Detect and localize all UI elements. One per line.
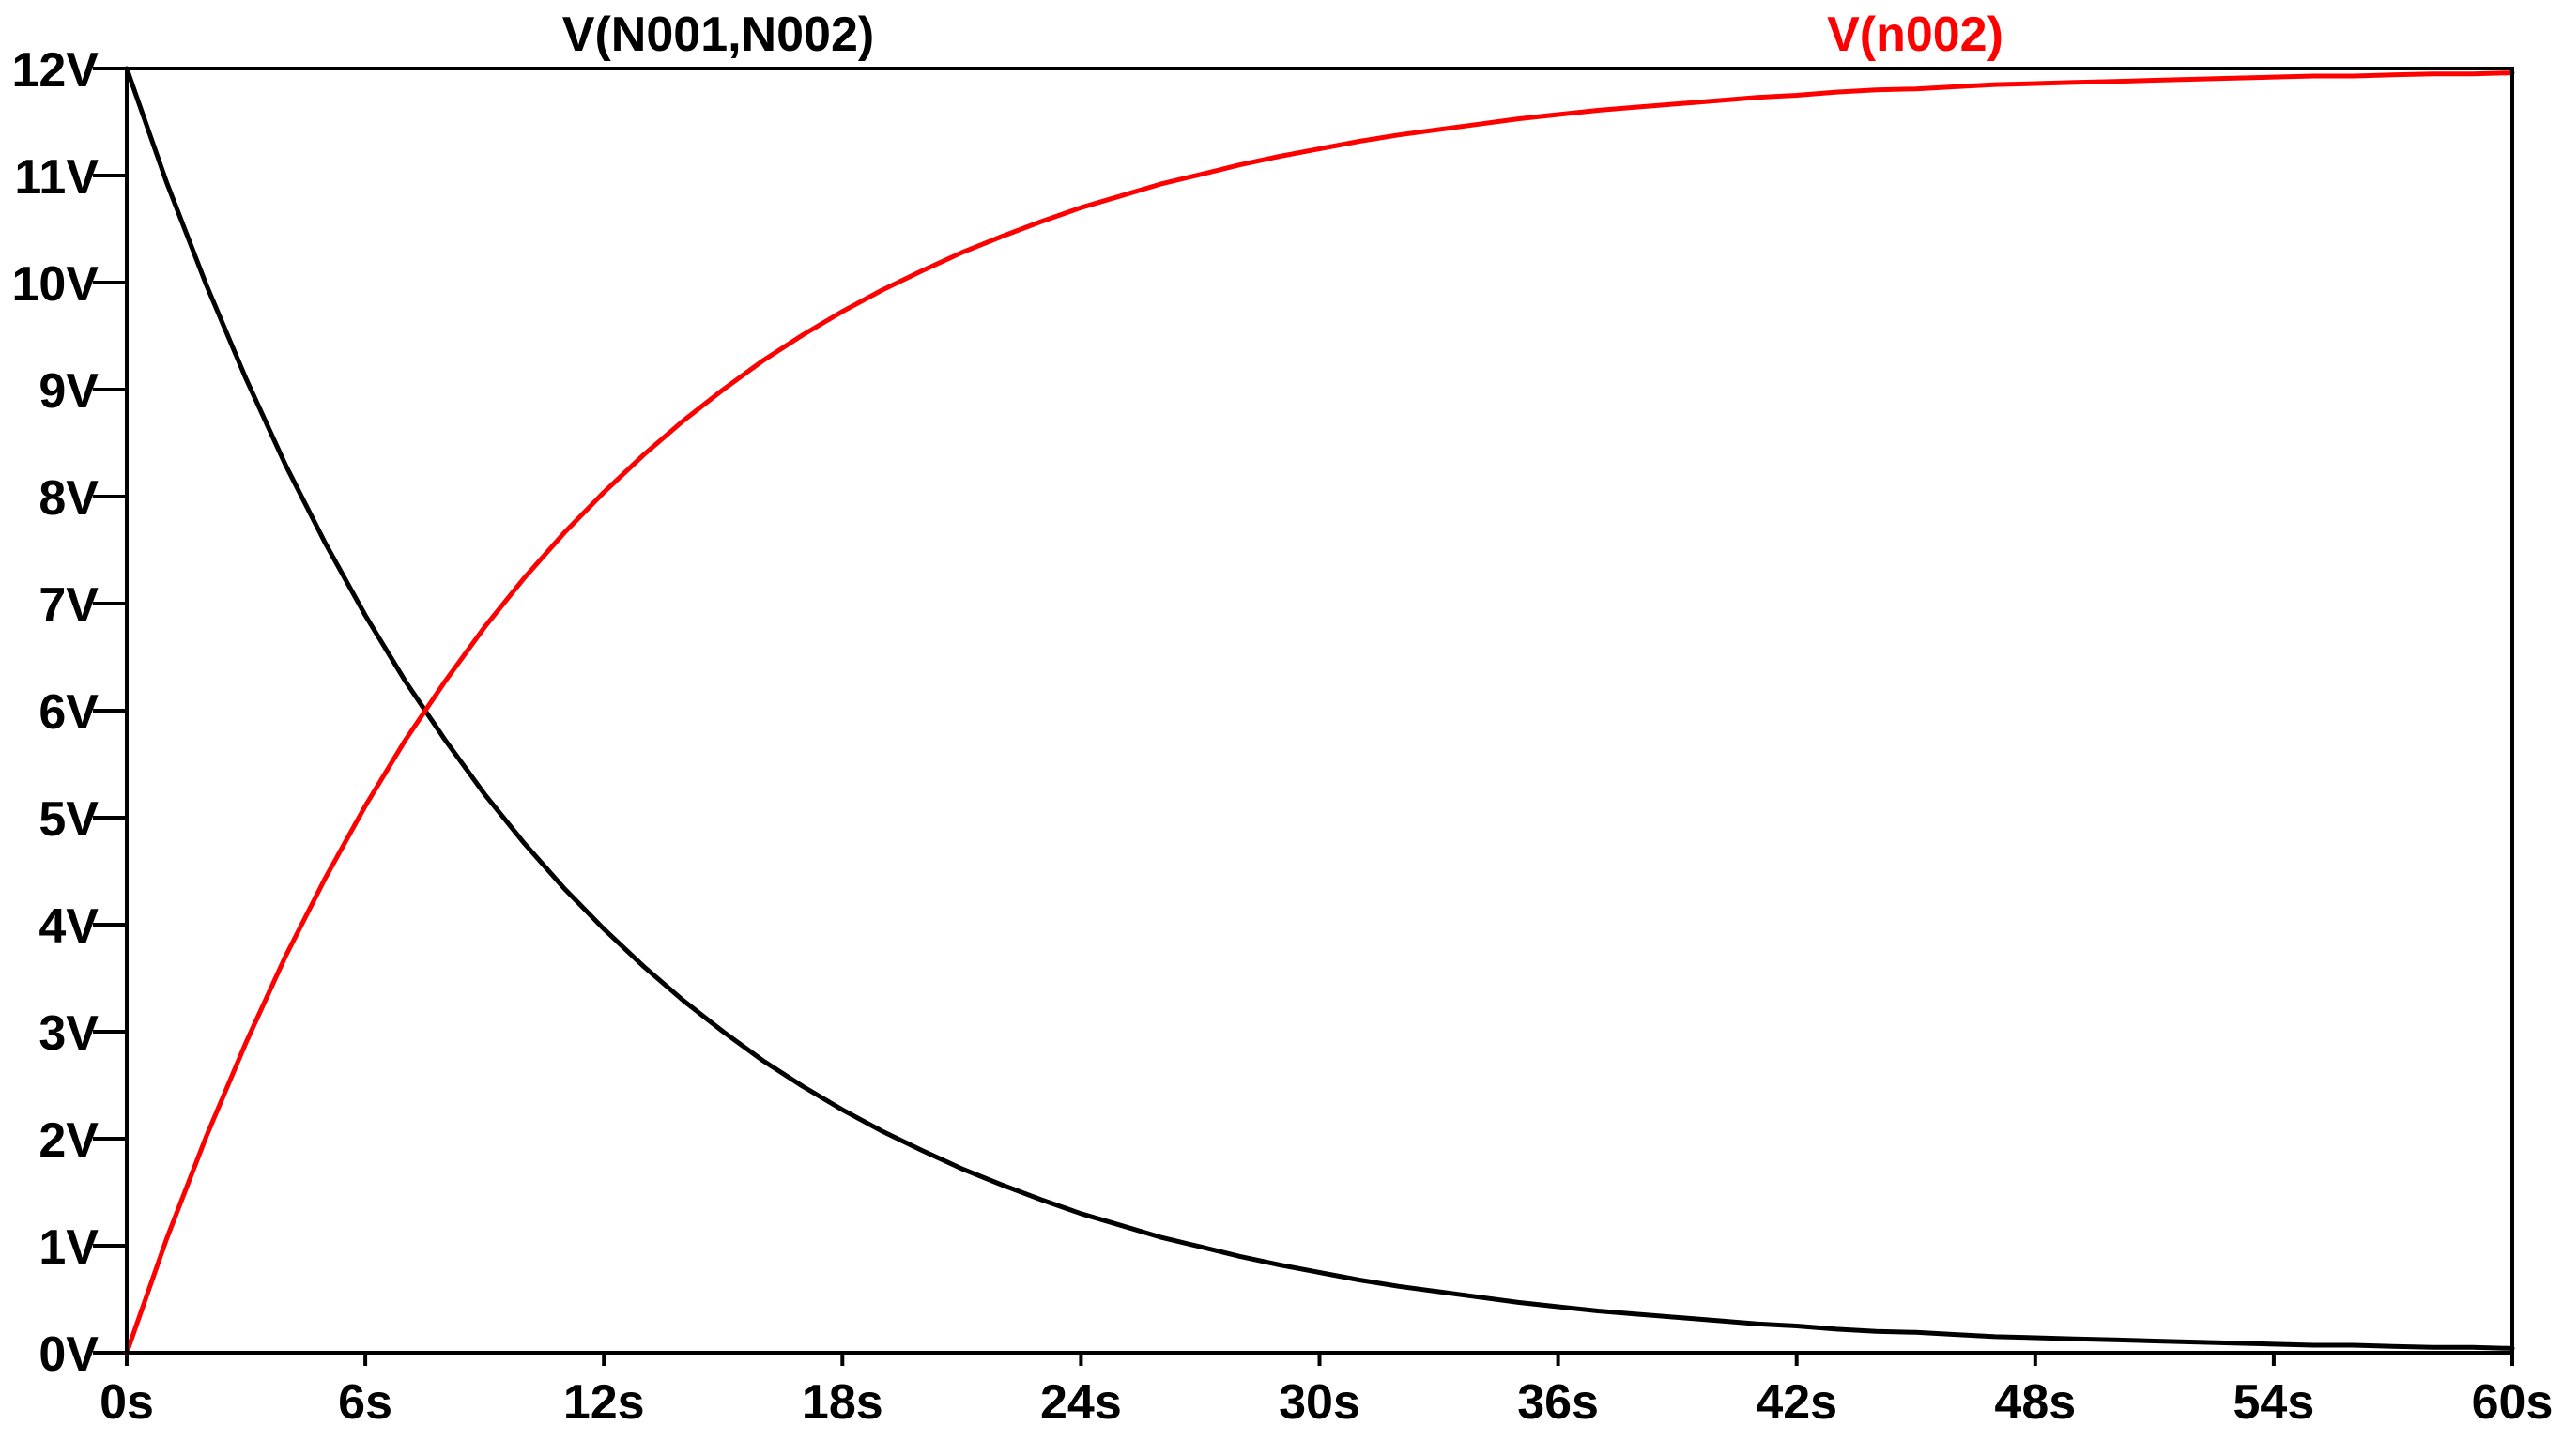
series-line-0 <box>124 66 2515 1351</box>
plot-frame <box>125 67 2514 1355</box>
y-tick-label: 7V <box>38 578 99 633</box>
y-tick-label: 3V <box>38 1006 99 1061</box>
y-tick-label: 12V <box>11 43 99 98</box>
y-tick-label: 10V <box>11 257 99 312</box>
y-tick-label: 9V <box>38 364 99 419</box>
y-tick-label: 2V <box>38 1113 99 1168</box>
x-tick-label: 24s <box>1040 1375 1122 1430</box>
y-tick-label: 6V <box>38 685 99 740</box>
x-tick-label: 42s <box>1756 1375 1837 1430</box>
series-label-1: V(n002) <box>1827 8 2003 62</box>
y-tick-label: 0V <box>38 1327 99 1382</box>
x-tick-label: 30s <box>1279 1375 1360 1430</box>
y-axis-ticks: 0V 1V 2V 3V 4V 5V 6V 7V 8V 9V 10V 11V 12V <box>11 43 127 1382</box>
x-tick-label: 0s <box>100 1375 154 1430</box>
y-tick-label: 4V <box>38 899 99 954</box>
y-tick-label: 11V <box>14 150 99 205</box>
y-tick-label: 8V <box>38 471 99 526</box>
y-tick-label: 1V <box>38 1220 99 1275</box>
x-tick-label: 36s <box>1517 1375 1599 1430</box>
x-axis-ticks: 0s 6s 12s 18s 24s 30s 36s 42s 48s 54s 60s <box>100 1353 2553 1430</box>
series-labels: V(N001,N002) V(n002) <box>562 8 2003 62</box>
x-tick-label: 12s <box>563 1375 645 1430</box>
x-tick-label: 18s <box>802 1375 883 1430</box>
series-line-1 <box>124 70 2515 1356</box>
x-tick-label: 6s <box>338 1375 392 1430</box>
series-label-0: V(N001,N002) <box>562 8 874 62</box>
x-tick-label: 54s <box>2233 1375 2315 1430</box>
x-tick-label: 60s <box>2472 1375 2554 1430</box>
x-tick-label: 48s <box>1994 1375 2076 1430</box>
y-tick-label: 5V <box>38 792 99 847</box>
series-lines <box>124 66 2515 1356</box>
